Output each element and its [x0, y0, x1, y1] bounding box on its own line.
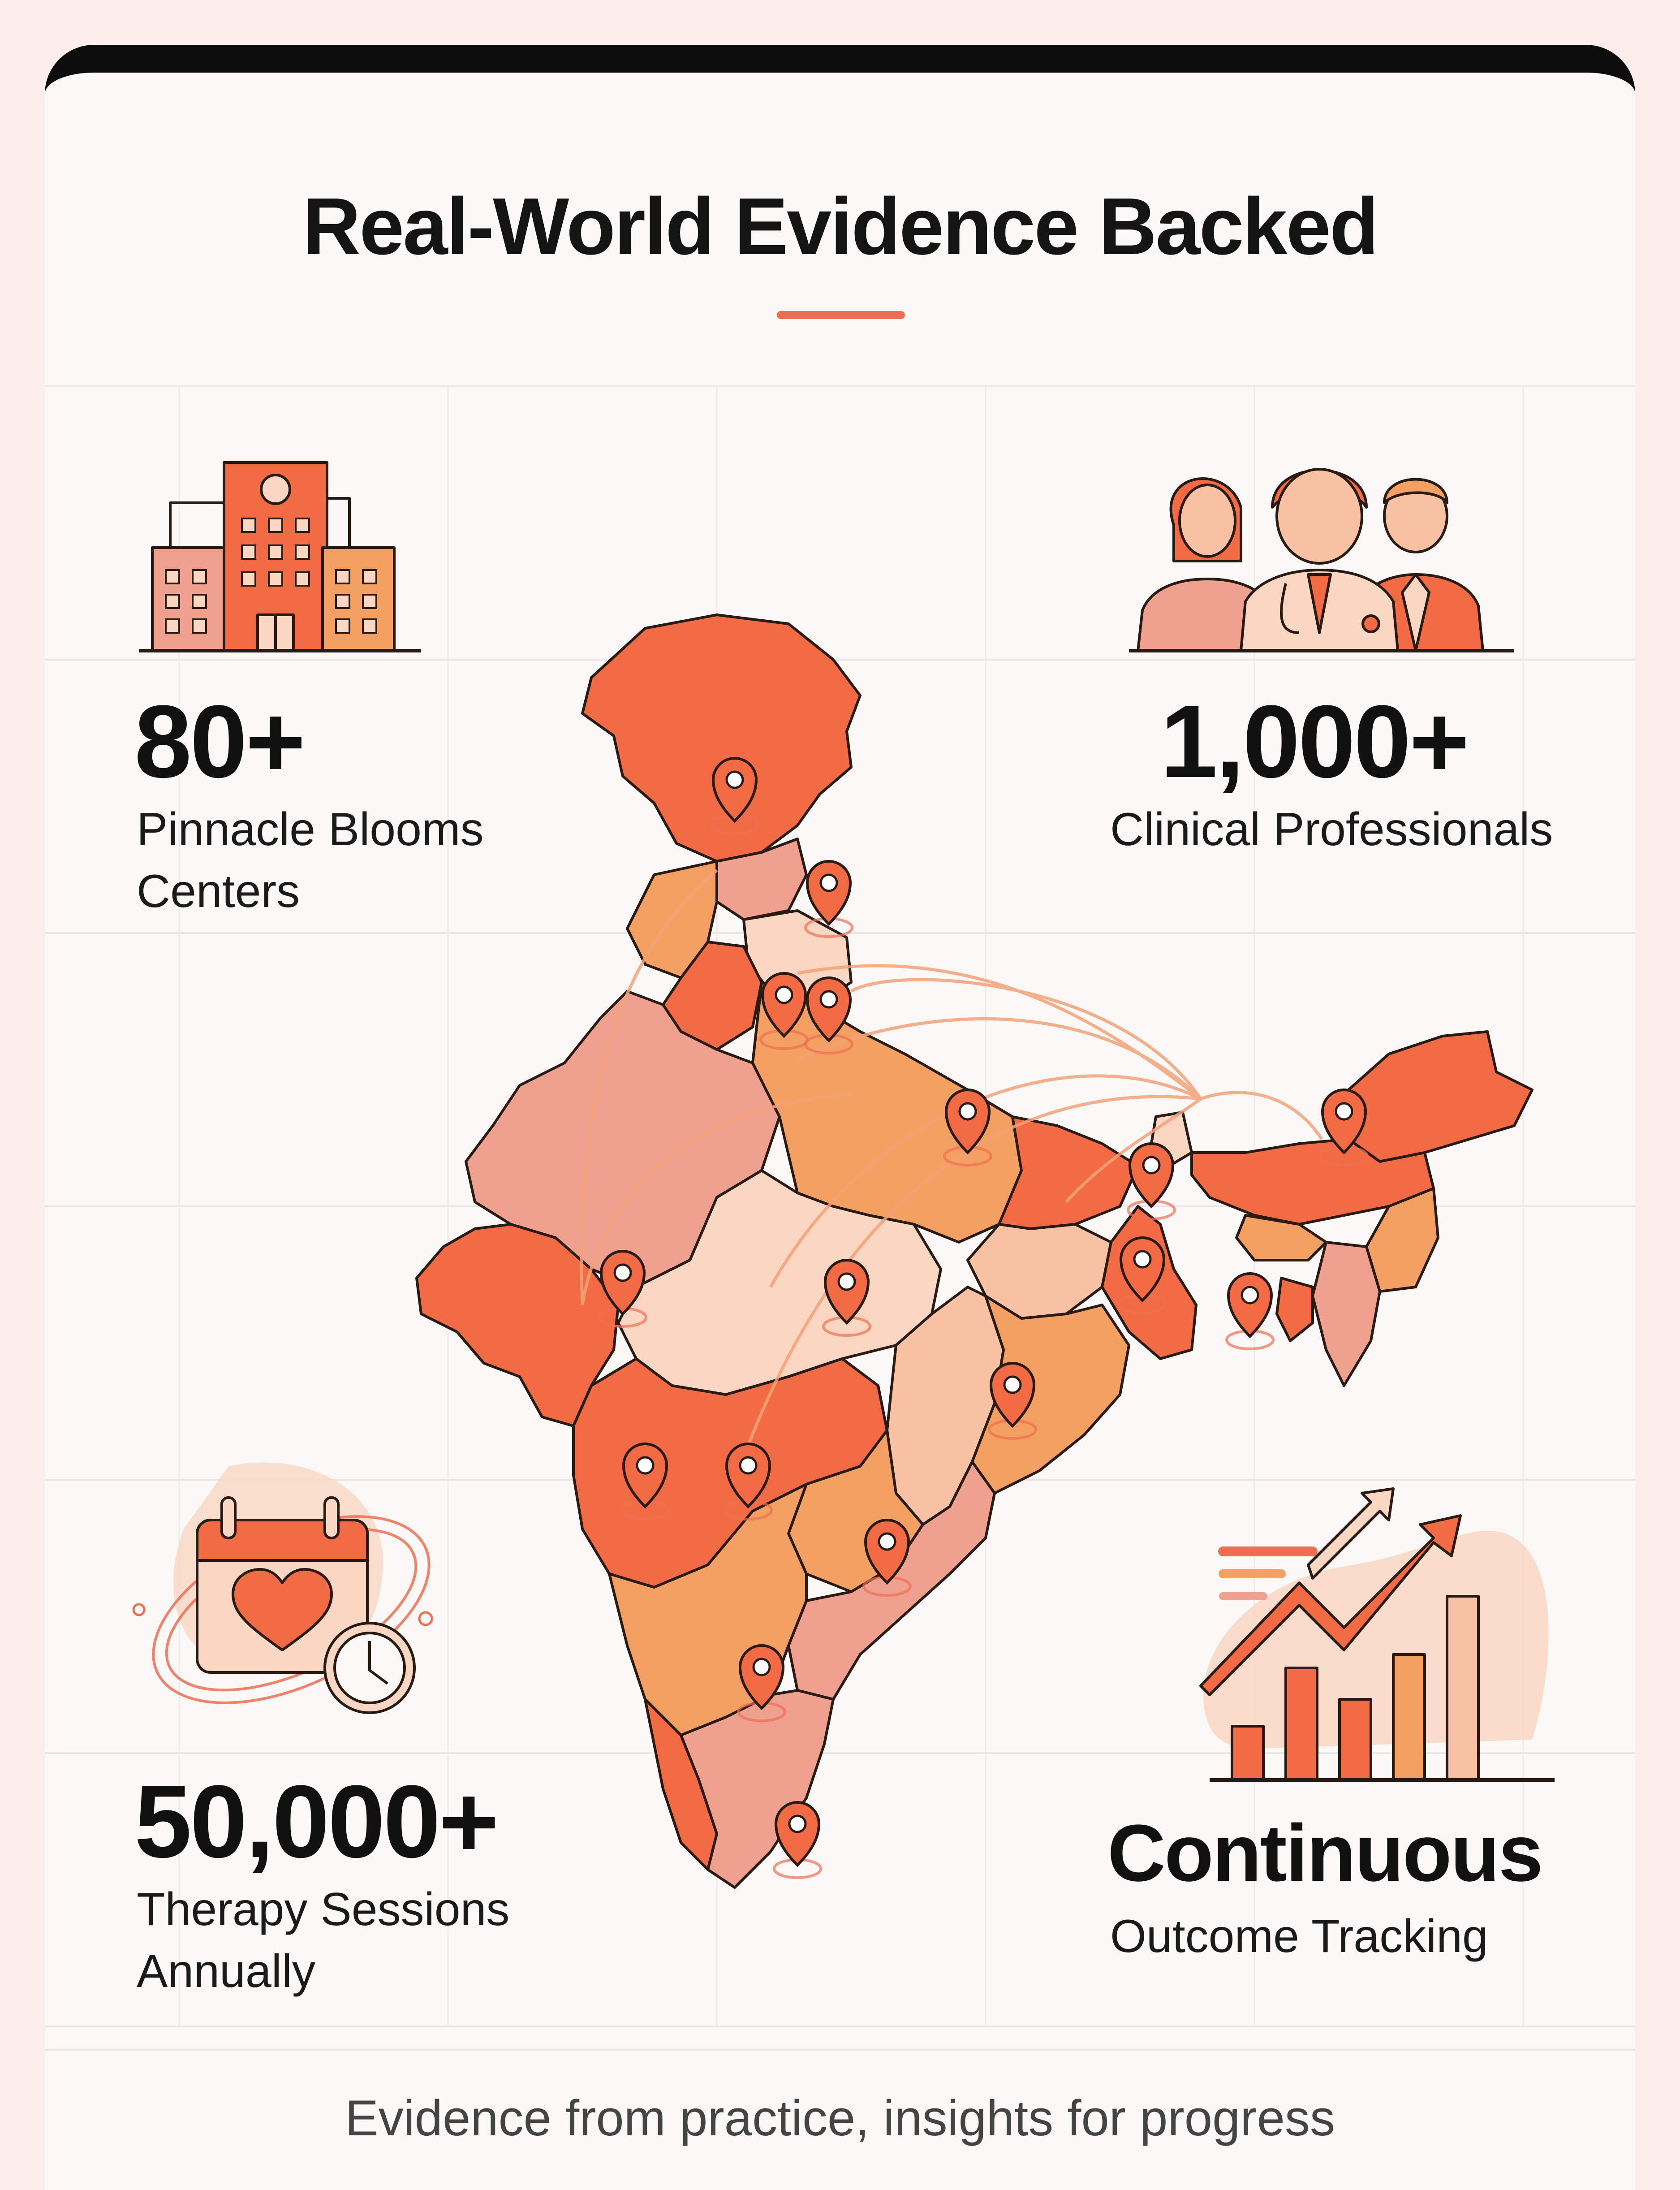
region-himachal: [715, 838, 808, 921]
stat-sessions-label-line1: Therapy Sessions: [137, 1883, 510, 1935]
region-bihar: [998, 1115, 1139, 1230]
page-title: Real-World Evidence Backed: [302, 181, 1379, 272]
stat-professionals-label: Clinical Professionals: [1110, 803, 1553, 855]
region-andhra: [787, 1460, 996, 1701]
region-meghalaya: [1235, 1214, 1327, 1261]
title-underline: [777, 311, 905, 319]
footer-divider: [45, 2049, 1635, 2051]
region-mizoram: [1311, 1241, 1381, 1387]
calendar-heart-clock-icon: [132, 1462, 433, 1714]
stat-centers-label-line2: Centers: [137, 865, 300, 917]
clinicians-group-icon: [1129, 468, 1514, 652]
stat-centers-label-line1: Pinnacle Blooms: [137, 803, 484, 855]
region-gujarat: [415, 1223, 620, 1427]
hospital-building-icon: [139, 461, 421, 652]
region-uttar-pradesh: [751, 981, 1023, 1244]
region-tripura: [1275, 1277, 1314, 1342]
infographic-card: Real-World Evidence Backed: [45, 45, 1635, 2190]
stat-professionals-value: 1,000+: [1160, 684, 1469, 799]
stat-tracking-label: Outcome Tracking: [1110, 1910, 1488, 1962]
region-arunachal: [1347, 1030, 1534, 1163]
region-north: [581, 613, 862, 863]
stat-tracking-value: Continuous: [1107, 1808, 1543, 1898]
stat-sessions-value: 50,000+: [134, 1764, 499, 1879]
region-jharkhand: [966, 1223, 1112, 1320]
footer-tagline: Evidence from practice, insights for pro…: [345, 2090, 1335, 2146]
india-map: [415, 613, 1534, 1889]
stat-centers-value: 80+: [134, 684, 306, 799]
stat-sessions-label-line2: Annually: [137, 1945, 315, 1997]
growth-chart-icon: [1199, 1487, 1555, 1782]
